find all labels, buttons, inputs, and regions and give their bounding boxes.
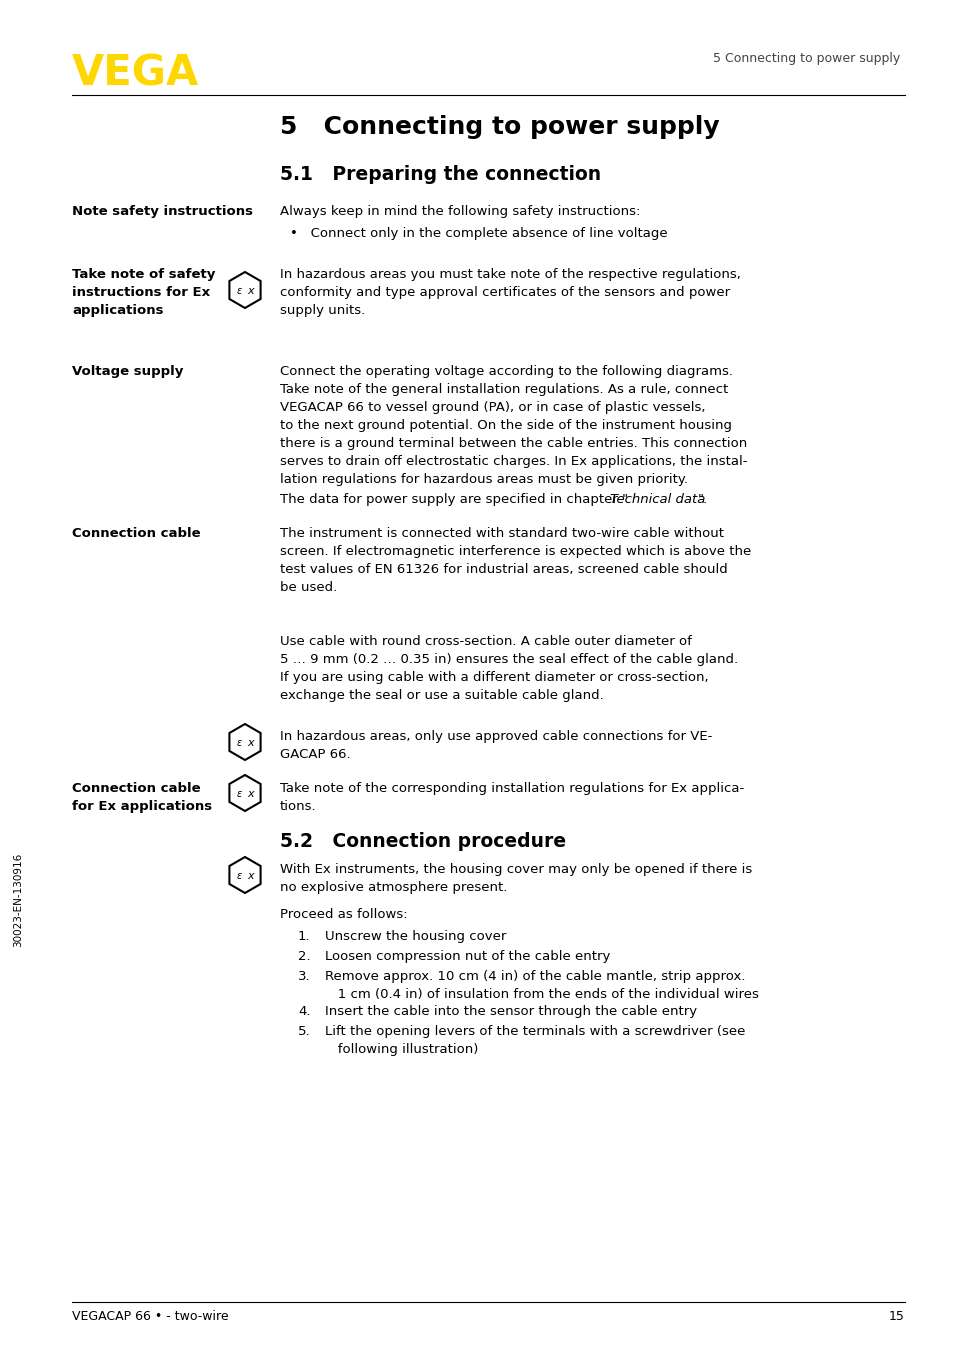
Text: Voltage supply: Voltage supply (71, 366, 183, 378)
Text: Loosen compression nut of the cable entry: Loosen compression nut of the cable entr… (325, 951, 610, 963)
Text: Technical data: Technical data (609, 493, 704, 506)
Text: 4.: 4. (297, 1005, 310, 1018)
Text: Connect the operating voltage according to the following diagrams.
Take note of : Connect the operating voltage according … (280, 366, 747, 486)
Text: 5.2   Connection procedure: 5.2 Connection procedure (280, 831, 565, 852)
Text: 3.: 3. (297, 969, 311, 983)
Text: 1.: 1. (297, 930, 311, 942)
Text: In hazardous areas, only use approved cable connections for VE-
GACAP 66.: In hazardous areas, only use approved ca… (280, 730, 712, 761)
Text: ε: ε (236, 738, 242, 747)
Text: VEGACAP 66 • - two-wire: VEGACAP 66 • - two-wire (71, 1311, 229, 1323)
Text: ε: ε (236, 789, 242, 799)
Text: In hazardous areas you must take note of the respective regulations,
conformity : In hazardous areas you must take note of… (280, 268, 740, 317)
Text: •   Connect only in the complete absence of line voltage: • Connect only in the complete absence o… (290, 227, 667, 240)
Text: ε: ε (236, 286, 242, 297)
Text: 5 Connecting to power supply: 5 Connecting to power supply (712, 51, 899, 65)
Text: ε: ε (236, 871, 242, 881)
Text: Always keep in mind the following safety instructions:: Always keep in mind the following safety… (280, 204, 639, 218)
Text: Note safety instructions: Note safety instructions (71, 204, 253, 218)
Text: x: x (247, 286, 253, 297)
Text: The data for power supply are specified in chapter ": The data for power supply are specified … (280, 493, 627, 506)
Text: Connection cable: Connection cable (71, 527, 200, 540)
Text: Insert the cable into the sensor through the cable entry: Insert the cable into the sensor through… (325, 1005, 697, 1018)
Text: x: x (247, 871, 253, 881)
Text: 5   Connecting to power supply: 5 Connecting to power supply (280, 115, 719, 139)
Text: 2.: 2. (297, 951, 311, 963)
Text: Lift the opening levers of the terminals with a screwdriver (see
   following il: Lift the opening levers of the terminals… (325, 1025, 744, 1056)
Text: 30023-EN-130916: 30023-EN-130916 (13, 853, 23, 948)
Text: Take note of the corresponding installation regulations for Ex applica-
tions.: Take note of the corresponding installat… (280, 783, 743, 812)
Text: The instrument is connected with standard two-wire cable without
screen. If elec: The instrument is connected with standar… (280, 527, 750, 594)
Text: 5.1   Preparing the connection: 5.1 Preparing the connection (280, 165, 600, 184)
Text: x: x (247, 738, 253, 747)
Text: Remove approx. 10 cm (4 in) of the cable mantle, strip approx.
   1 cm (0.4 in) : Remove approx. 10 cm (4 in) of the cable… (325, 969, 758, 1001)
Text: 15: 15 (888, 1311, 904, 1323)
Text: 5.: 5. (297, 1025, 311, 1039)
Text: VEGA: VEGA (71, 51, 199, 93)
Text: Proceed as follows:: Proceed as follows: (280, 909, 407, 921)
Text: With Ex instruments, the housing cover may only be opened if there is
no explosi: With Ex instruments, the housing cover m… (280, 862, 752, 894)
Text: Use cable with round cross-section. A cable outer diameter of
5 … 9 mm (0.2 … 0.: Use cable with round cross-section. A ca… (280, 635, 738, 701)
Text: x: x (247, 789, 253, 799)
Text: Connection cable
for Ex applications: Connection cable for Ex applications (71, 783, 212, 812)
Text: Take note of safety
instructions for Ex
applications: Take note of safety instructions for Ex … (71, 268, 215, 317)
Text: Unscrew the housing cover: Unscrew the housing cover (325, 930, 506, 942)
Text: ".: ". (698, 493, 707, 506)
